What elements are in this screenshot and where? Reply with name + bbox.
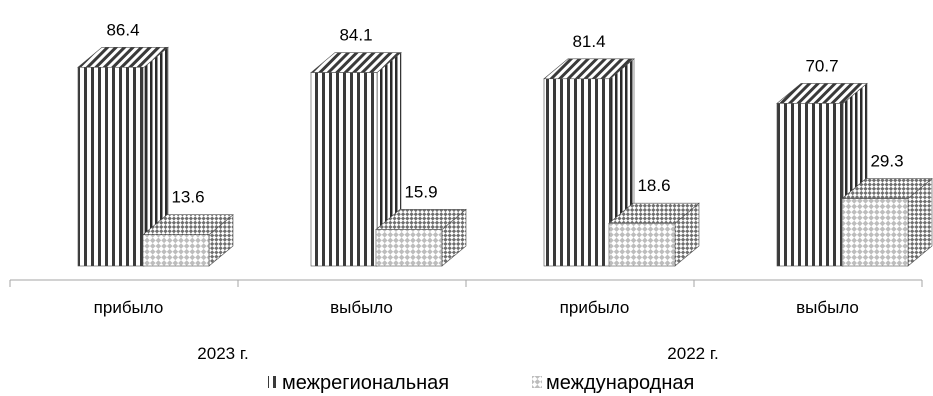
bar-international (608, 202, 700, 267)
bar-front (841, 198, 909, 267)
bar-interregional (77, 46, 169, 267)
bar-international (375, 208, 467, 267)
category-label: прибыло (94, 298, 164, 317)
category-label: выбыло (330, 298, 393, 317)
data-label: 86.4 (106, 20, 139, 39)
data-label: 84.1 (339, 26, 372, 45)
bar-front (543, 78, 611, 267)
group-label: 2022 г. (667, 344, 718, 363)
data-label: 70.7 (805, 56, 838, 75)
bar-interregional (310, 51, 402, 267)
bar-front (776, 103, 844, 267)
bar-front (375, 229, 443, 267)
bar-interregional (543, 58, 635, 267)
bar-front (608, 222, 676, 267)
data-label: 81.4 (572, 32, 605, 51)
bar-front (310, 72, 378, 267)
bar-front (142, 234, 210, 267)
data-label: 18.6 (637, 176, 670, 195)
bar-international (142, 214, 234, 267)
group-label: 2023 г. (197, 344, 248, 363)
legend-swatch (532, 376, 542, 388)
legend-swatch (268, 376, 278, 388)
legend: межрегиональная международная (268, 372, 694, 394)
data-label: 13.6 (171, 188, 204, 207)
legend-label: международная (546, 372, 694, 394)
legend-label: межрегиональная (282, 372, 449, 394)
category-label: выбыло (796, 298, 859, 317)
data-label: 29.3 (870, 152, 903, 171)
bar-front (77, 66, 145, 267)
data-label: 15.9 (404, 182, 437, 201)
bar-international (841, 177, 933, 267)
category-label: прибыло (560, 298, 630, 317)
